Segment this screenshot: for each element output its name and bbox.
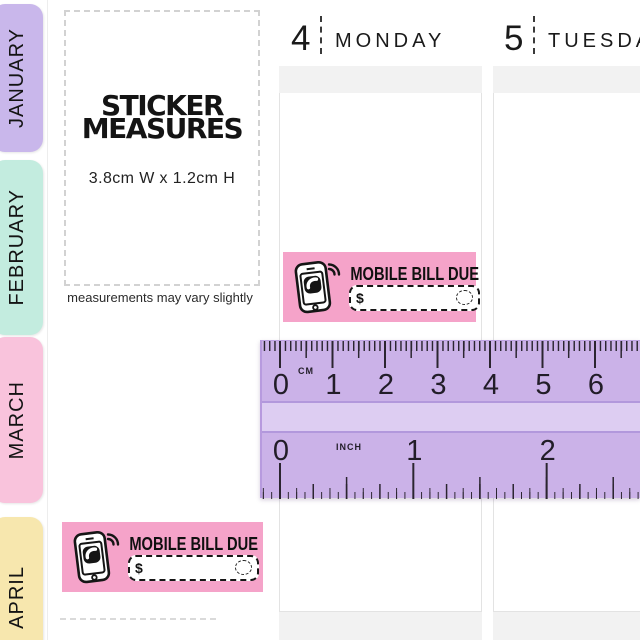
ruler-cm-number: 4: [482, 369, 500, 401]
mobile-phone-icon: [67, 526, 123, 588]
measure-title: STICKER MEASURES: [66, 89, 258, 145]
day-name: MONDAY: [335, 30, 446, 52]
tab-label: MARCH: [6, 380, 28, 460]
ruler-cm-number: 6: [587, 369, 605, 401]
month-tab-january: JANUARY: [0, 4, 43, 152]
tab-label: FEBRUARY: [6, 189, 28, 306]
ruler: 0 CM 1 2 3 4 5 6 0 INCH 1 2: [260, 340, 640, 499]
page-edge-line: [47, 0, 48, 640]
sticker-label: MOBILE BILL DUE: [350, 263, 480, 285]
mobile-phone-icon: [288, 256, 344, 318]
date-number: 4: [291, 19, 310, 58]
fill-in-circle-icon: [235, 560, 253, 575]
ruler-inch-unit-label: INCH: [336, 442, 362, 452]
date-number: 5: [504, 19, 523, 58]
month-tab-april: APRIL: [0, 517, 43, 640]
ruler-cm-number: 1: [325, 369, 342, 401]
signal-waves-icon: [327, 263, 341, 276]
amount-box: $: [349, 284, 481, 311]
ruler-inch-scale: 0 INCH 1 2: [262, 433, 640, 499]
ruler-middle-band: [262, 401, 640, 433]
sticker-content: MOBILE BILL DUE $: [128, 533, 260, 581]
bottom-dashed-line: [60, 618, 216, 620]
ruler-cm-number: 5: [535, 369, 552, 401]
ruler-cm-number: 0: [272, 369, 290, 401]
dollar-sign: $: [135, 559, 143, 576]
mobile-bill-sticker: MOBILE BILL DUE $: [283, 252, 481, 322]
tab-label: JANUARY: [6, 28, 28, 128]
ruler-inch-number: 2: [539, 435, 556, 467]
month-tab-march: MARCH: [0, 337, 43, 503]
header-dashed-separator: [533, 16, 535, 54]
sticker-label: MOBILE BILL DUE: [129, 533, 259, 555]
month-tab-february: FEBRUARY: [0, 160, 43, 335]
ruler-inch-number: 1: [406, 435, 423, 467]
fill-in-circle-icon: [456, 290, 474, 305]
dollar-sign: $: [356, 289, 364, 306]
ruler-inch-number: 0: [272, 435, 290, 467]
measure-title-line1: STICKER: [100, 89, 225, 122]
measure-note: measurements may vary slightly: [67, 290, 253, 305]
tab-label: APRIL: [6, 565, 28, 629]
ruler-cm-scale: 0 CM 1 2 3 4 5 6: [262, 341, 640, 401]
mobile-bill-sticker: MOBILE BILL DUE $: [62, 522, 263, 592]
measure-title-line2: MEASURES: [81, 112, 244, 145]
ruler-cm-number: 2: [377, 369, 395, 401]
measure-dimensions: 3.8cm W x 1.2cm H: [88, 170, 236, 187]
ruler-cm-unit-label: CM: [298, 366, 314, 376]
header-dashed-separator: [320, 16, 322, 54]
measure-box: STICKER MEASURES 3.8cm W x 1.2cm H: [64, 10, 260, 286]
signal-waves-icon: [106, 533, 120, 546]
amount-box: $: [128, 554, 260, 581]
day-name: TUESDAY: [548, 30, 640, 52]
sticker-content: MOBILE BILL DUE $: [349, 263, 481, 311]
ruler-cm-number: 3: [430, 369, 447, 401]
